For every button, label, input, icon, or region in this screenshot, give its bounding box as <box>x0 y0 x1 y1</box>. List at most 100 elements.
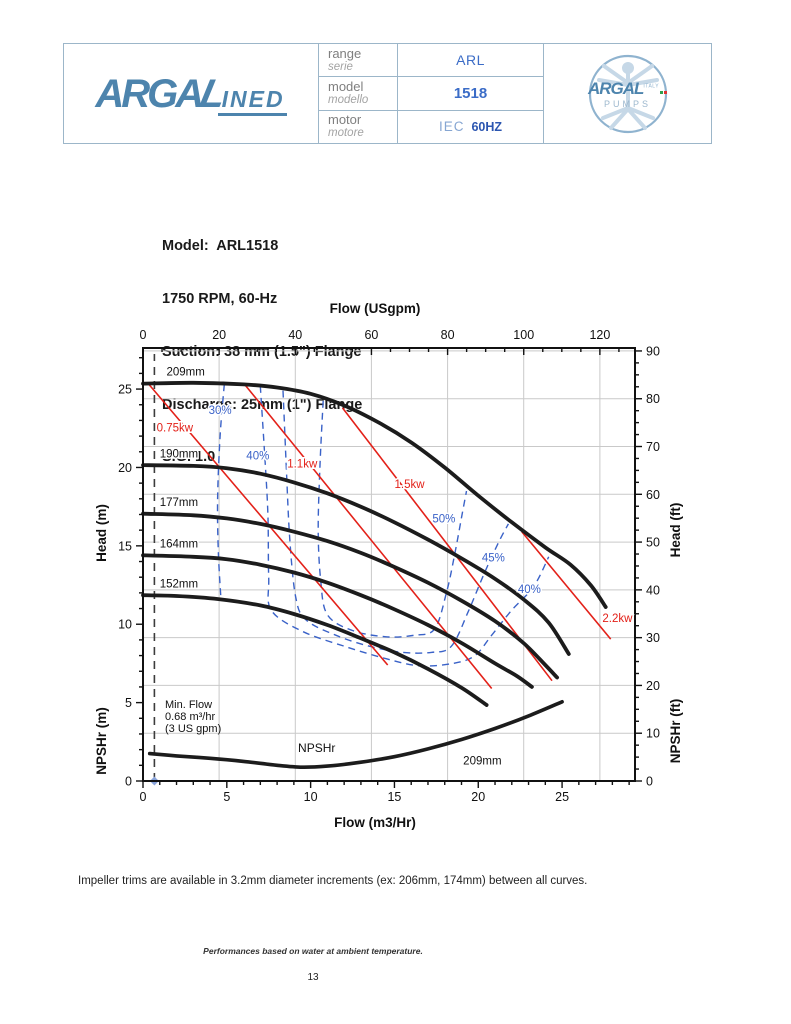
power-label-1.5kw: 1.5kw <box>395 479 426 491</box>
pumps-logo-sub: PUMPS <box>603 98 651 109</box>
italy-flag-red-icon <box>664 90 668 94</box>
svg-text:5: 5 <box>223 790 230 804</box>
model-info-line: Model: ARL1518 <box>162 238 279 255</box>
min-flow-line <box>149 354 159 786</box>
motor-value-iec: IEC <box>438 119 465 135</box>
npshr-curve <box>147 700 564 770</box>
npshr-curve-209mm <box>147 700 564 770</box>
impeller-label-209mm: 209mm <box>166 367 204 379</box>
range-label-italian: serie <box>328 60 353 73</box>
model-label-italian: modello <box>328 93 369 106</box>
right-head-axis-title: Head (ft) <box>668 503 683 558</box>
impeller-label-164mm: 164mm <box>160 538 198 550</box>
top-axis-title: Flow (USgpm) <box>330 301 421 316</box>
motor-label: motor <box>328 112 362 128</box>
left-head-axis-title: Head (m) <box>94 504 109 562</box>
range-label: range <box>328 45 362 61</box>
header-table: ARGALINED range serie ARL model modello … <box>63 43 712 144</box>
performance-note: Performances based on water at ambient t… <box>203 946 423 956</box>
svg-text:60: 60 <box>646 488 660 502</box>
head-curves <box>141 380 608 707</box>
range-value: ARL <box>456 52 485 69</box>
efficiency-label-30%: 30% <box>209 405 232 417</box>
vitruvian-man-icon <box>588 54 667 133</box>
svg-text:0: 0 <box>646 775 653 789</box>
svg-text:30: 30 <box>646 631 660 645</box>
efficiency-label-40%: 40% <box>246 451 269 463</box>
svg-text:0: 0 <box>140 790 147 804</box>
svg-text:70: 70 <box>646 440 660 454</box>
argal-pumps-logo: ARGALITALY PUMPS <box>543 44 711 143</box>
pumps-logo-brand: ARGAL <box>587 78 644 98</box>
power-label-2.2kw: 2.2kw <box>602 613 633 625</box>
efficiency-curve-40% <box>259 385 550 667</box>
model-info-line: S.G. 1.0 <box>162 449 216 466</box>
plot-frame <box>142 347 636 782</box>
svg-text:10: 10 <box>304 790 318 804</box>
svg-text:0: 0 <box>140 328 147 342</box>
brand-part-ined: INED <box>217 85 287 116</box>
svg-text:90: 90 <box>646 344 660 358</box>
svg-text:10: 10 <box>118 618 132 632</box>
svg-text:50: 50 <box>646 536 660 550</box>
svg-text:Min. Flow: Min. Flow <box>165 699 212 711</box>
svg-text:20: 20 <box>646 679 660 693</box>
npshr-label: NPSHr <box>298 741 335 755</box>
pumps-logo-country: ITALY <box>643 83 660 90</box>
svg-text:25: 25 <box>118 383 132 397</box>
brand-part-argal: ARGA <box>95 71 204 116</box>
efficiency-curve-30% <box>216 384 225 599</box>
svg-text:20: 20 <box>471 790 485 804</box>
efficiency-label-40%: 40% <box>518 584 541 596</box>
svg-text:20: 20 <box>118 461 132 475</box>
svg-text:20: 20 <box>212 328 226 342</box>
header-row-model: model modello 1518 <box>319 77 543 111</box>
axis-titles: Flow (USgpm) Flow (m3/Hr) Head (m) NPSHr (m… <box>94 301 683 830</box>
svg-text:80: 80 <box>646 392 660 406</box>
power-label-1.1kw: 1.1kw <box>287 458 318 470</box>
svg-text:(3 US gpm): (3 US gpm) <box>165 723 221 735</box>
head-curve-152mm <box>141 593 489 707</box>
header-spec-rows: range serie ARL model modello 1518 motor <box>319 44 543 143</box>
svg-text:0: 0 <box>125 775 132 789</box>
left-npshr-axis-title: NPSHr (m) <box>94 707 109 775</box>
brand-wordmark: ARGALINED <box>95 71 287 116</box>
header-row-range: range serie ARL <box>319 44 543 78</box>
svg-text:5: 5 <box>125 696 132 710</box>
svg-text:25: 25 <box>555 790 569 804</box>
power-line-2.2kw <box>521 531 612 640</box>
power-label-0.75kw: 0.75kw <box>157 422 194 434</box>
svg-text:40: 40 <box>288 328 302 342</box>
svg-text:15: 15 <box>118 539 132 553</box>
axis-tick-labels: 0 5 10 15 20 25 0 20 40 60 80 100 120 0 5 10 15 20 25 0 10 20… <box>118 328 660 804</box>
power-lines <box>148 383 612 690</box>
header-row-motor: motor motore IEC 60HZ <box>319 110 543 143</box>
npshr-impeller-label: 209mm <box>463 756 501 768</box>
head-curve-164mm <box>141 553 534 689</box>
argal-lined-logo: ARGALINED <box>64 44 319 143</box>
head-curve-209mm <box>141 380 608 609</box>
motor-value-hz: 60HZ <box>471 119 503 134</box>
axis-ticks <box>136 348 642 788</box>
impeller-label-152mm: 152mm <box>160 578 198 590</box>
svg-text:60: 60 <box>364 328 378 342</box>
head-curve-177mm <box>141 511 559 680</box>
curve-labels: 209mm 190mm 177mm 164mm 152mm 0.75kw 1.1kw 1.5k… <box>155 365 634 769</box>
svg-text:10: 10 <box>646 727 660 741</box>
svg-text:40: 40 <box>646 583 660 597</box>
impeller-trim-note: Impeller trims are available in 3.2mm di… <box>78 875 588 887</box>
motor-label-italian: motore <box>328 127 364 140</box>
model-value: 1518 <box>453 84 488 102</box>
head-curve-190mm <box>141 463 571 656</box>
efficiency-label-50%: 50% <box>432 513 455 525</box>
svg-text:15: 15 <box>387 790 401 804</box>
impeller-label-190mm: 190mm <box>160 448 198 460</box>
bottom-axis-title: Flow (m3/Hr) <box>334 815 416 830</box>
model-label: model <box>328 78 364 94</box>
efficiency-label-45%: 45% <box>482 553 505 565</box>
svg-text:0.68 m³/hr: 0.68 m³/hr <box>165 711 215 723</box>
chart-grid <box>143 348 635 781</box>
